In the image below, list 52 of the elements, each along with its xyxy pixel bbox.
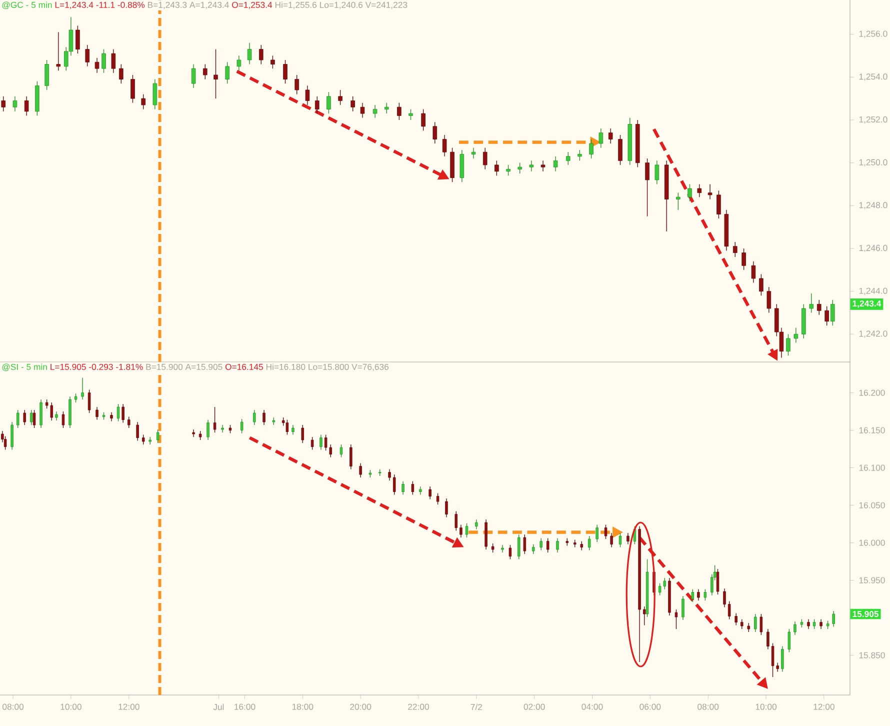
x-tick-label: 10:00 — [60, 704, 82, 710]
annotation: 1,243.4 — [852, 300, 882, 308]
y-tick-label: 1,254.0 — [859, 74, 888, 81]
annotation: Hi=16.180 — [266, 364, 306, 370]
y-tick-label: 15.950 — [859, 577, 885, 584]
annotation: O=16.145 — [225, 364, 263, 370]
chart-title: @SI - 5 min — [2, 364, 47, 372]
annotation: Hi=1,255.6 — [275, 2, 317, 9]
y-tick-label: 16.100 — [859, 464, 885, 471]
x-tick-label: 22:00 — [408, 704, 429, 710]
y-tick-label: 1,244.0 — [859, 288, 888, 295]
annotation: O=1,253.4 — [232, 2, 272, 9]
y-tick-label: 15.850 — [859, 652, 885, 658]
x-tick-label: 06:00 — [640, 704, 661, 710]
y-tick-label: 16.050 — [859, 502, 885, 508]
y-tick-label: 1,246.0 — [859, 244, 888, 252]
x-tick-label: 18:00 — [292, 704, 314, 710]
annotation: -1.81% — [116, 364, 143, 370]
annotation: A=15.905 — [185, 364, 222, 370]
annotation: L=15.905 — [50, 364, 86, 370]
y-tick-label: 16.150 — [859, 427, 885, 434]
annotation: L=1,243.4 — [55, 2, 94, 9]
y-tick-label: 1,252.0 — [859, 116, 888, 124]
annotation: B=15.900 — [146, 364, 183, 370]
annotation: B=1,243.3 — [148, 2, 187, 9]
annotation: A=1,243.4 — [189, 2, 229, 9]
x-tick-label: 10:00 — [756, 704, 777, 710]
x-tick-label: 16:00 — [234, 704, 256, 710]
y-tick-label: 1,242.0 — [859, 330, 888, 338]
annotation: -0.293 — [89, 364, 113, 370]
annotation: Lo=1,240.6 — [320, 2, 363, 9]
x-tick-label: 02:00 — [524, 704, 545, 710]
annotation: -11.1 — [96, 2, 115, 8]
x-tick-label: 12:00 — [118, 704, 140, 710]
annotation: Lo=15.800 — [308, 364, 349, 370]
chart-title: @GC - 5 min — [2, 2, 52, 10]
x-tick-label: Jul — [213, 704, 224, 710]
annotation: V=241,223 — [365, 2, 408, 9]
x-tick-label: 04:00 — [582, 704, 603, 710]
x-tick-label: 08:00 — [2, 704, 24, 710]
x-tick-label: 7/2 — [470, 704, 482, 710]
annotation: -0.88% — [118, 2, 145, 8]
x-tick-label: 20:00 — [350, 704, 372, 710]
annotation: 15.905 — [852, 610, 879, 618]
x-tick-label: 08:00 — [698, 704, 719, 710]
y-tick-label: 1,250.0 — [859, 159, 888, 166]
y-tick-label: 16.000 — [859, 540, 885, 546]
y-tick-label: 1,256.0 — [859, 30, 888, 38]
annotation: V=76,636 — [352, 364, 389, 371]
x-tick-label: 12:00 — [814, 704, 834, 710]
y-tick-label: 1,248.0 — [859, 202, 888, 210]
y-tick-label: 16.200 — [859, 390, 885, 396]
